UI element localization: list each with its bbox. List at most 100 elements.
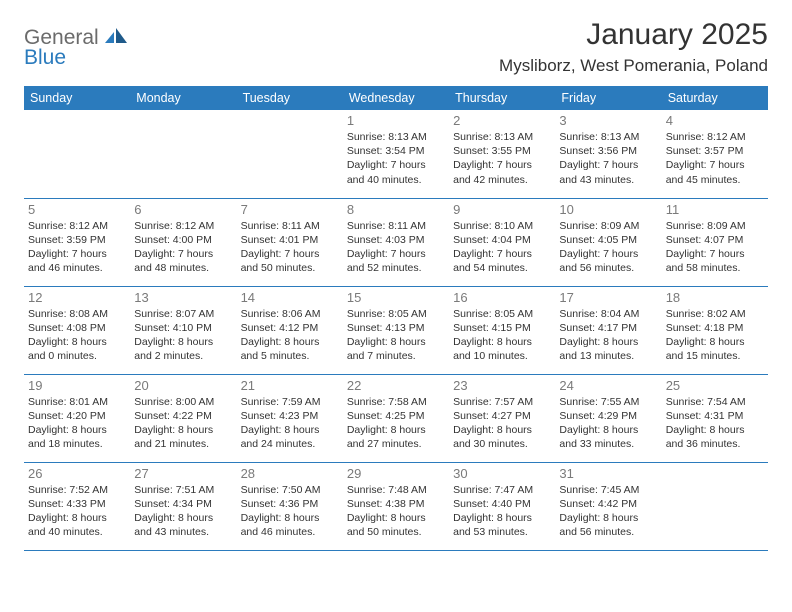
day-number: 3 — [559, 113, 657, 128]
day-details: Sunrise: 8:02 AMSunset: 4:18 PMDaylight:… — [666, 307, 764, 364]
calendar-week-row: 12 Sunrise: 8:08 AMSunset: 4:08 PMDayligh… — [24, 286, 768, 374]
calendar-day-cell: 25 Sunrise: 7:54 AMSunset: 4:31 PMDayligh… — [662, 374, 768, 462]
weekday-header: Tuesday — [237, 86, 343, 110]
calendar-day-cell: 26Sunrise: 7:52 AMSunset: 4:33 PMDayligh… — [24, 462, 130, 550]
calendar-day-cell: 22 Sunrise: 7:58 AMSunset: 4:25 PMDayligh… — [343, 374, 449, 462]
calendar-day-cell: 9Sunrise: 8:10 AMSunset: 4:04 PMDaylight… — [449, 198, 555, 286]
header: General Blue January 2025 Mysliborz, Wes… — [24, 18, 768, 76]
calendar-day-cell: 3 Sunrise: 8:13 AMSunset: 3:56 PMDaylight… — [555, 110, 661, 198]
day-number: 1 — [347, 113, 445, 128]
day-details: Sunrise: 8:11 AMSunset: 4:03 PMDaylight:… — [347, 219, 445, 276]
calendar-page: General Blue January 2025 Mysliborz, Wes… — [0, 0, 792, 563]
day-details: Sunrise: 8:05 AMSunset: 4:13 PMDaylight:… — [347, 307, 445, 364]
day-details: Sunrise: 8:05 AMSunset: 4:15 PMDaylight:… — [453, 307, 551, 364]
calendar-day-cell: 20Sunrise: 8:00 AMSunset: 4:22 PMDayligh… — [130, 374, 236, 462]
day-details: Sunrise: 7:45 AMSunset: 4:42 PMDaylight:… — [559, 483, 657, 540]
day-number: 22 — [347, 378, 445, 393]
day-details: Sunrise: 8:12 AMSunset: 3:59 PMDaylight:… — [28, 219, 126, 276]
month-title: January 2025 — [499, 18, 768, 52]
location-text: Mysliborz, West Pomerania, Poland — [499, 56, 768, 76]
weekday-header-row: Sunday Monday Tuesday Wednesday Thursday… — [24, 86, 768, 110]
calendar-table: Sunday Monday Tuesday Wednesday Thursday… — [24, 86, 768, 551]
day-number: 20 — [134, 378, 232, 393]
day-details: Sunrise: 8:04 AMSunset: 4:17 PMDaylight:… — [559, 307, 657, 364]
day-details: Sunrise: 8:13 AMSunset: 3:56 PMDaylight:… — [559, 130, 657, 187]
calendar-day-cell: 5 Sunrise: 8:12 AMSunset: 3:59 PMDaylight… — [24, 198, 130, 286]
day-details: Sunrise: 7:54 AMSunset: 4:31 PMDaylight:… — [666, 395, 764, 452]
day-details: Sunrise: 7:51 AMSunset: 4:34 PMDaylight:… — [134, 483, 232, 540]
calendar-day-cell: 27 Sunrise: 7:51 AMSunset: 4:34 PMDayligh… — [130, 462, 236, 550]
calendar-day-cell: 31 Sunrise: 7:45 AMSunset: 4:42 PMDayligh… — [555, 462, 661, 550]
calendar-week-row: 5 Sunrise: 8:12 AMSunset: 3:59 PMDaylight… — [24, 198, 768, 286]
calendar-week-row: 19 Sunrise: 8:01 AMSunset: 4:20 PMDayligh… — [24, 374, 768, 462]
day-number: 15 — [347, 290, 445, 305]
calendar-day-cell: 15 Sunrise: 8:05 AMSunset: 4:13 PMDayligh… — [343, 286, 449, 374]
day-details: Sunrise: 8:12 AMSunset: 4:00 PMDaylight:… — [134, 219, 232, 276]
calendar-day-cell: 7Sunrise: 8:11 AMSunset: 4:01 PMDaylight… — [237, 198, 343, 286]
day-number: 2 — [453, 113, 551, 128]
day-number: 16 — [453, 290, 551, 305]
calendar-day-cell: 10 Sunrise: 8:09 AMSunset: 4:05 PMDayligh… — [555, 198, 661, 286]
day-number: 7 — [241, 202, 339, 217]
weekday-header: Monday — [130, 86, 236, 110]
day-details: Sunrise: 8:09 AMSunset: 4:05 PMDaylight:… — [559, 219, 657, 276]
weekday-header: Wednesday — [343, 86, 449, 110]
calendar-day-cell: 23Sunrise: 7:57 AMSunset: 4:27 PMDayligh… — [449, 374, 555, 462]
calendar-day-cell: 17 Sunrise: 8:04 AMSunset: 4:17 PMDayligh… — [555, 286, 661, 374]
weekday-header: Friday — [555, 86, 661, 110]
day-number: 5 — [28, 202, 126, 217]
calendar-day-cell: 16 Sunrise: 8:05 AMSunset: 4:15 PMDayligh… — [449, 286, 555, 374]
day-number: 29 — [347, 466, 445, 481]
day-details: Sunrise: 7:58 AMSunset: 4:25 PMDaylight:… — [347, 395, 445, 452]
brand-logo: General Blue — [24, 24, 131, 68]
title-block: January 2025 Mysliborz, West Pomerania, … — [499, 18, 768, 76]
sails-icon — [105, 28, 131, 44]
calendar-day-cell: 21 Sunrise: 7:59 AMSunset: 4:23 PMDayligh… — [237, 374, 343, 462]
weekday-header: Sunday — [24, 86, 130, 110]
calendar-week-row: 1 Sunrise: 8:13 AMSunset: 3:54 PMDaylight… — [24, 110, 768, 198]
calendar-day-cell: 12 Sunrise: 8:08 AMSunset: 4:08 PMDayligh… — [24, 286, 130, 374]
day-number: 19 — [28, 378, 126, 393]
day-number: 26 — [28, 466, 126, 481]
day-number: 10 — [559, 202, 657, 217]
calendar-day-cell: 24Sunrise: 7:55 AMSunset: 4:29 PMDayligh… — [555, 374, 661, 462]
day-number: 27 — [134, 466, 232, 481]
day-number: 4 — [666, 113, 764, 128]
calendar-day-cell: 4 Sunrise: 8:12 AMSunset: 3:57 PMDaylight… — [662, 110, 768, 198]
day-number: 25 — [666, 378, 764, 393]
day-details: Sunrise: 8:13 AMSunset: 3:54 PMDaylight:… — [347, 130, 445, 187]
day-number: 31 — [559, 466, 657, 481]
day-details: Sunrise: 7:47 AMSunset: 4:40 PMDaylight:… — [453, 483, 551, 540]
day-number: 8 — [347, 202, 445, 217]
day-number: 30 — [453, 466, 551, 481]
day-number: 28 — [241, 466, 339, 481]
day-details: Sunrise: 8:12 AMSunset: 3:57 PMDaylight:… — [666, 130, 764, 187]
day-number: 24 — [559, 378, 657, 393]
day-details: Sunrise: 8:08 AMSunset: 4:08 PMDaylight:… — [28, 307, 126, 364]
day-number: 21 — [241, 378, 339, 393]
calendar-day-cell — [130, 110, 236, 198]
day-details: Sunrise: 7:48 AMSunset: 4:38 PMDaylight:… — [347, 483, 445, 540]
day-details: Sunrise: 7:57 AMSunset: 4:27 PMDaylight:… — [453, 395, 551, 452]
day-number: 17 — [559, 290, 657, 305]
day-details: Sunrise: 7:59 AMSunset: 4:23 PMDaylight:… — [241, 395, 339, 452]
calendar-day-cell — [237, 110, 343, 198]
day-details: Sunrise: 8:01 AMSunset: 4:20 PMDaylight:… — [28, 395, 126, 452]
day-details: Sunrise: 8:13 AMSunset: 3:55 PMDaylight:… — [453, 130, 551, 187]
day-number: 18 — [666, 290, 764, 305]
calendar-day-cell: 2 Sunrise: 8:13 AMSunset: 3:55 PMDaylight… — [449, 110, 555, 198]
calendar-day-cell: 29 Sunrise: 7:48 AMSunset: 4:38 PMDayligh… — [343, 462, 449, 550]
brand-blue: Blue — [24, 47, 131, 68]
calendar-day-cell — [24, 110, 130, 198]
day-details: Sunrise: 7:50 AMSunset: 4:36 PMDaylight:… — [241, 483, 339, 540]
calendar-day-cell: 14Sunrise: 8:06 AMSunset: 4:12 PMDayligh… — [237, 286, 343, 374]
weekday-header: Saturday — [662, 86, 768, 110]
day-number: 12 — [28, 290, 126, 305]
calendar-day-cell: 8 Sunrise: 8:11 AMSunset: 4:03 PMDaylight… — [343, 198, 449, 286]
day-details: Sunrise: 8:09 AMSunset: 4:07 PMDaylight:… — [666, 219, 764, 276]
calendar-day-cell: 18 Sunrise: 8:02 AMSunset: 4:18 PMDayligh… — [662, 286, 768, 374]
calendar-day-cell: 19 Sunrise: 8:01 AMSunset: 4:20 PMDayligh… — [24, 374, 130, 462]
calendar-day-cell: 13Sunrise: 8:07 AMSunset: 4:10 PMDayligh… — [130, 286, 236, 374]
calendar-day-cell — [662, 462, 768, 550]
day-number: 9 — [453, 202, 551, 217]
